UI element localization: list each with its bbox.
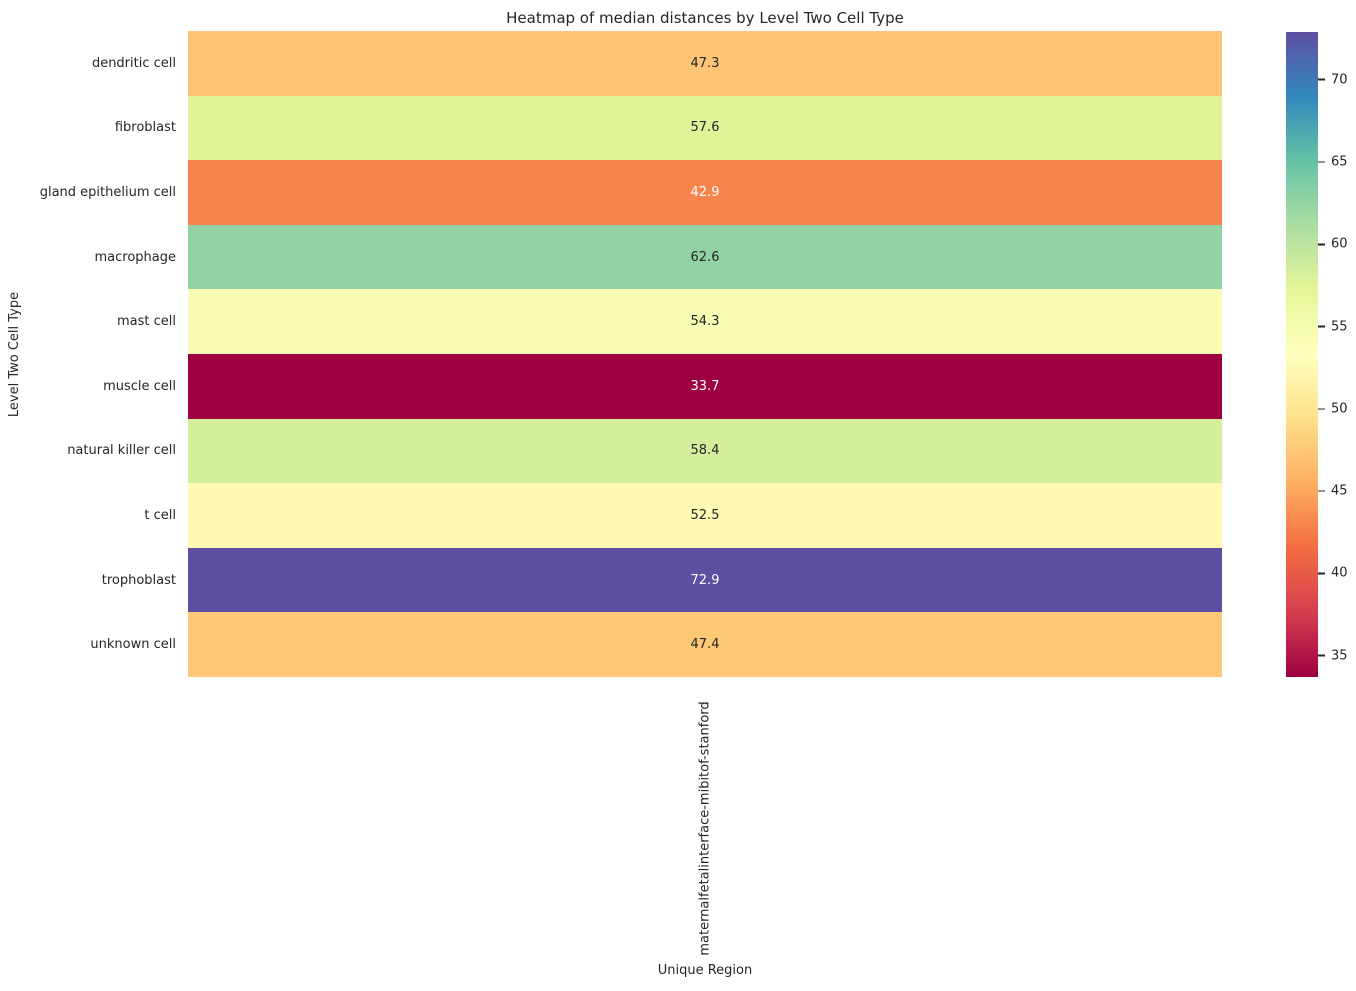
colorbar bbox=[1286, 32, 1318, 677]
heatmap-row: 42.9 bbox=[188, 160, 1222, 225]
colorbar-tick-label: 60 bbox=[1331, 236, 1348, 252]
y-tick-label: dendritic cell bbox=[91, 55, 176, 71]
heatmap-row: 52.5 bbox=[188, 483, 1222, 548]
heatmap-cell-value: 52.5 bbox=[690, 507, 720, 523]
colorbar-tick-label: 40 bbox=[1331, 565, 1348, 581]
colorbar-tick-mark bbox=[1318, 78, 1325, 81]
colorbar-tick: 50 bbox=[1318, 401, 1348, 416]
heatmap-row: 58.4 bbox=[188, 418, 1222, 484]
y-tick-label: fibroblast bbox=[114, 120, 176, 136]
y-tick-label: natural killer cell bbox=[67, 443, 176, 459]
heatmap-row: 57.6 bbox=[188, 95, 1222, 161]
colorbar-tick-mark bbox=[1318, 325, 1325, 328]
heatmap-cell-value: 42.9 bbox=[690, 184, 720, 200]
y-tick-label: t cell bbox=[144, 507, 176, 523]
colorbar-tick: 55 bbox=[1318, 319, 1348, 334]
heatmap-cell-value: 47.4 bbox=[690, 637, 720, 653]
y-tick-label: macrophage bbox=[94, 249, 177, 265]
colorbar-tick-mark bbox=[1318, 161, 1325, 163]
colorbar-tick-label: 50 bbox=[1331, 401, 1348, 417]
colorbar-tick-label: 70 bbox=[1331, 72, 1348, 88]
x-axis-title: Unique Region bbox=[657, 963, 753, 978]
y-tick-label: muscle cell bbox=[103, 378, 176, 394]
heatmap-cell-value: 57.6 bbox=[690, 120, 720, 136]
colorbar-ticks: 70 65 60 55 50 45 40 35 bbox=[1318, 32, 1356, 677]
colorbar-tick-label: 65 bbox=[1331, 154, 1348, 170]
y-tick-label: mast cell bbox=[116, 314, 176, 330]
y-tick-label: gland epithelium cell bbox=[39, 184, 176, 200]
heatmap-row: 62.6 bbox=[188, 224, 1222, 290]
heatmap-row: 33.7 bbox=[188, 353, 1222, 419]
colorbar-tick: 40 bbox=[1318, 566, 1348, 581]
heatmap-cell-value: 54.3 bbox=[690, 314, 720, 330]
colorbar-tick-mark bbox=[1318, 572, 1325, 575]
chart-title: Heatmap of median distances by Level Two… bbox=[506, 9, 904, 27]
colorbar-tick-mark bbox=[1318, 654, 1325, 657]
colorbar-tick: 45 bbox=[1318, 484, 1348, 499]
heatmap-row: 72.9 bbox=[188, 547, 1222, 613]
colorbar-tick-mark bbox=[1318, 243, 1325, 245]
heatmap-grid: 47.3 57.6 42.9 62.6 54.3 33.7 58.4 52.5 72.9 47.4 bbox=[188, 31, 1222, 677]
heatmap-cell-value: 72.9 bbox=[690, 572, 720, 588]
heatmap-cell-value: 47.3 bbox=[690, 55, 720, 71]
heatmap-row: 47.4 bbox=[188, 612, 1222, 677]
colorbar-tick-mark bbox=[1318, 490, 1325, 492]
y-tick-label: unknown cell bbox=[90, 637, 176, 653]
colorbar-tick-label: 45 bbox=[1331, 483, 1348, 499]
x-tick-label: maternalfetalinterface-mibitof-stanford bbox=[697, 700, 713, 956]
heatmap-row: 54.3 bbox=[188, 289, 1222, 354]
y-tick-labels: dendritic cell fibroblast gland epithelium… bbox=[0, 31, 176, 677]
colorbar-tick-label: 35 bbox=[1331, 648, 1348, 664]
colorbar-tick: 60 bbox=[1318, 237, 1348, 252]
colorbar-tick: 35 bbox=[1318, 648, 1348, 663]
colorbar-tick: 70 bbox=[1318, 72, 1348, 87]
colorbar-tick-label: 55 bbox=[1331, 319, 1348, 335]
x-tick-label-area: maternalfetalinterface-mibitof-stanford bbox=[188, 695, 1222, 961]
colorbar-tick-mark bbox=[1318, 408, 1325, 410]
colorbar-tick: 65 bbox=[1318, 154, 1348, 169]
heatmap-cell-value: 58.4 bbox=[690, 443, 720, 459]
y-tick-label: trophoblast bbox=[101, 572, 176, 588]
heatmap-cell-value: 62.6 bbox=[690, 249, 720, 265]
heatmap-cell-value: 33.7 bbox=[690, 378, 720, 394]
heatmap-row: 47.3 bbox=[188, 31, 1222, 96]
